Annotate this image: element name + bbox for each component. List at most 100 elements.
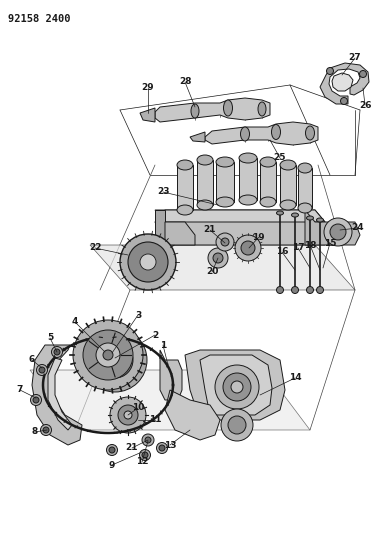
Polygon shape (200, 355, 272, 415)
Text: 28: 28 (179, 77, 191, 86)
Circle shape (208, 248, 228, 268)
Circle shape (215, 365, 259, 409)
Circle shape (33, 397, 39, 403)
Polygon shape (165, 390, 220, 440)
Ellipse shape (277, 211, 283, 215)
Polygon shape (205, 122, 318, 145)
Polygon shape (155, 210, 165, 245)
Ellipse shape (280, 200, 296, 210)
Circle shape (43, 427, 49, 433)
Circle shape (142, 452, 148, 458)
Ellipse shape (272, 125, 280, 140)
Text: 11: 11 (149, 416, 161, 424)
Text: 9: 9 (109, 461, 115, 470)
Text: 2: 2 (152, 330, 158, 340)
Ellipse shape (258, 102, 266, 116)
Text: 24: 24 (352, 223, 364, 232)
Circle shape (231, 381, 243, 393)
Ellipse shape (291, 213, 298, 217)
Circle shape (330, 224, 346, 240)
Ellipse shape (239, 153, 257, 163)
Polygon shape (260, 162, 276, 202)
Circle shape (106, 445, 118, 456)
Ellipse shape (306, 126, 314, 140)
Circle shape (157, 442, 167, 454)
Polygon shape (155, 210, 325, 222)
Ellipse shape (177, 160, 193, 170)
Polygon shape (332, 73, 353, 91)
Text: 25: 25 (274, 154, 286, 163)
Circle shape (221, 409, 253, 441)
Ellipse shape (280, 160, 296, 170)
Polygon shape (160, 350, 182, 400)
Circle shape (326, 68, 334, 75)
Ellipse shape (260, 197, 276, 207)
Ellipse shape (260, 157, 276, 167)
Circle shape (31, 394, 41, 406)
Polygon shape (280, 165, 296, 205)
Circle shape (73, 320, 143, 390)
Polygon shape (216, 162, 234, 202)
Polygon shape (30, 370, 310, 430)
Text: 27: 27 (349, 53, 361, 62)
Polygon shape (197, 160, 213, 205)
Circle shape (110, 397, 146, 433)
Circle shape (324, 218, 352, 246)
Text: 4: 4 (72, 318, 78, 327)
Text: 5: 5 (47, 334, 53, 343)
Text: 29: 29 (142, 84, 154, 93)
Ellipse shape (239, 195, 257, 205)
Circle shape (223, 373, 251, 401)
Circle shape (118, 405, 138, 425)
Circle shape (140, 254, 156, 270)
Polygon shape (320, 63, 369, 104)
Polygon shape (185, 350, 285, 420)
Text: 18: 18 (304, 240, 316, 249)
Circle shape (83, 328, 147, 392)
Ellipse shape (197, 155, 213, 165)
Circle shape (228, 416, 246, 434)
Text: 13: 13 (164, 440, 176, 449)
Polygon shape (32, 345, 82, 445)
Circle shape (142, 434, 154, 446)
Text: 3: 3 (135, 311, 141, 319)
Circle shape (36, 365, 47, 376)
Circle shape (54, 349, 60, 355)
Circle shape (216, 233, 234, 251)
Ellipse shape (216, 157, 234, 167)
Text: 10: 10 (132, 403, 144, 413)
Ellipse shape (298, 163, 312, 173)
Circle shape (139, 449, 151, 461)
Circle shape (277, 287, 283, 294)
Text: 22: 22 (89, 244, 101, 253)
Circle shape (124, 411, 132, 419)
Polygon shape (298, 168, 312, 208)
Polygon shape (90, 245, 355, 290)
Ellipse shape (191, 104, 199, 118)
Circle shape (41, 424, 51, 435)
Ellipse shape (316, 218, 324, 222)
Text: 92158 2400: 92158 2400 (8, 14, 70, 24)
Circle shape (235, 235, 261, 261)
Polygon shape (305, 210, 360, 245)
Ellipse shape (197, 200, 213, 210)
Text: 19: 19 (252, 233, 264, 243)
Polygon shape (177, 165, 193, 210)
Ellipse shape (224, 100, 232, 116)
Polygon shape (165, 222, 195, 245)
Circle shape (159, 445, 165, 451)
Text: 12: 12 (136, 457, 148, 466)
Text: 15: 15 (324, 238, 336, 247)
Circle shape (241, 241, 255, 255)
Circle shape (291, 287, 298, 294)
Polygon shape (140, 108, 155, 122)
Circle shape (221, 238, 229, 246)
Text: 7: 7 (17, 385, 23, 394)
Circle shape (306, 287, 314, 294)
Ellipse shape (216, 197, 234, 207)
Circle shape (128, 242, 168, 282)
Text: 26: 26 (359, 101, 371, 109)
Ellipse shape (177, 205, 193, 215)
Circle shape (109, 447, 115, 453)
Text: 17: 17 (292, 244, 304, 253)
